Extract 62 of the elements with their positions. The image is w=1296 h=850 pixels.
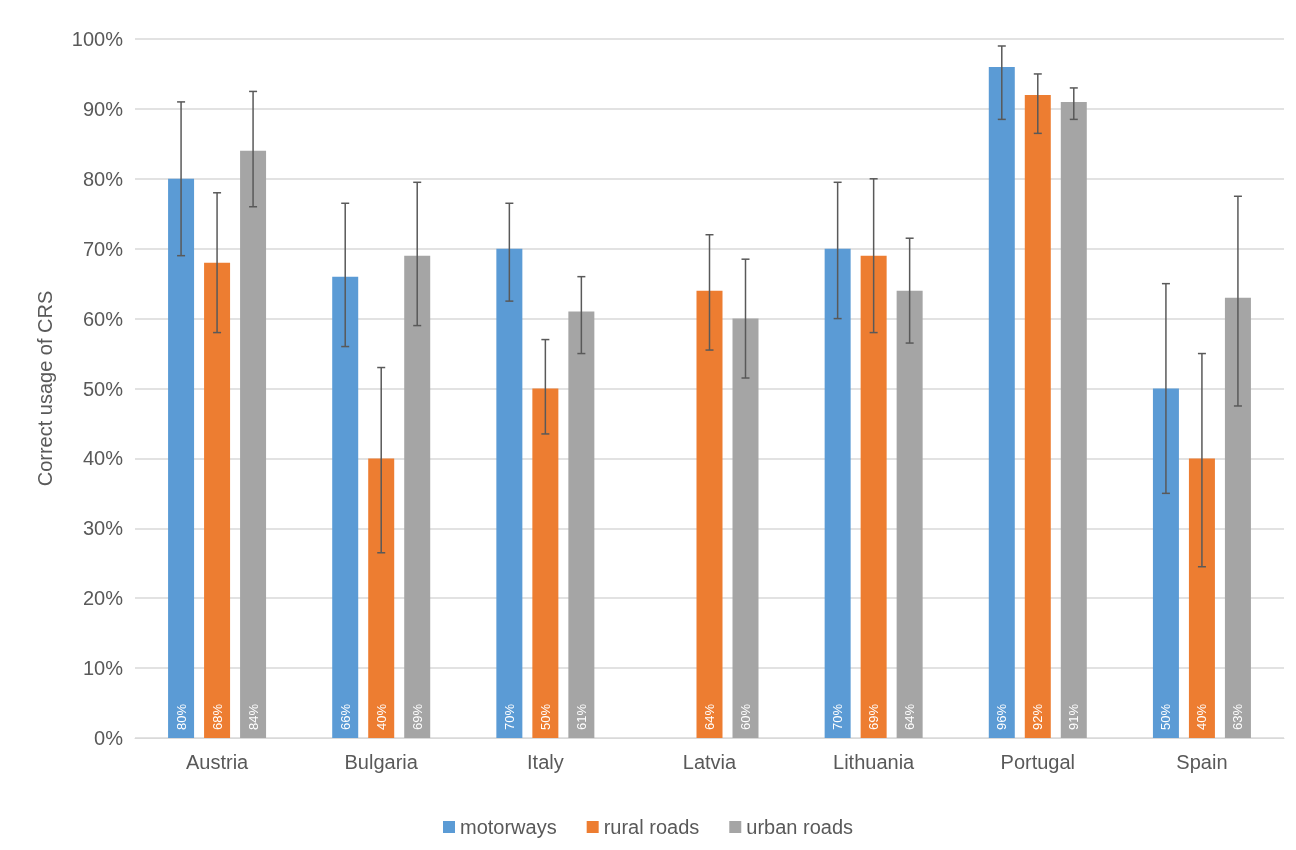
y-tick-label: 60% [82,307,124,330]
data-label: 91% [1066,703,1082,730]
bar [240,150,267,738]
y-tick-label: 100% [71,28,124,50]
bar [204,262,231,738]
data-label: 63% [1230,703,1246,730]
legend-label: urban roads [746,816,854,838]
data-label: 50% [537,703,553,730]
data-label: 84% [245,703,261,730]
data-label: 50% [1158,703,1174,730]
bar [860,255,887,738]
bar [824,248,851,738]
data-label: 64% [902,703,918,730]
y-tick-label: 90% [82,97,124,120]
y-tick-label: 0% [94,727,124,749]
bar [1188,458,1215,738]
bar [1060,101,1087,738]
bar [496,248,523,738]
x-tick-label: Italy [527,751,564,773]
x-tick-label: Latvia [682,751,738,773]
data-label: 40% [1194,703,1210,730]
data-label: 92% [1030,703,1046,730]
data-label: 69% [866,703,882,730]
bar [1152,388,1179,738]
y-tick-label: 70% [82,237,124,260]
y-tick-label: 50% [82,377,124,400]
bar [988,66,1015,738]
data-label: 61% [573,703,589,730]
bar [1224,297,1251,738]
bar [732,318,759,738]
x-tick-label: Bulgaria [344,751,419,773]
y-tick-label: 20% [82,587,124,610]
data-label: 66% [337,703,353,730]
x-tick-label: Lithuania [833,751,916,773]
bar [368,458,395,738]
y-axis-title: Correct usage of CRS [34,290,56,487]
bar [404,255,431,738]
bar [696,290,723,738]
legend-label: motorways [459,816,557,838]
data-label: 60% [738,703,753,730]
legend-label: rural roads [603,816,700,838]
x-tick-label: Austria [185,751,250,773]
data-label: 69% [409,703,425,730]
bar [332,276,359,738]
data-label: 80% [173,703,189,730]
y-tick-label: 80% [82,167,124,190]
data-label: 96% [994,703,1010,730]
y-tick-label: 40% [82,447,124,470]
bar [1024,94,1051,738]
bar [168,178,195,738]
y-tick-label: 10% [82,657,124,680]
data-label: 40% [373,703,389,730]
data-label: 68% [209,703,225,730]
y-tick-label: 30% [82,517,124,540]
bar [532,388,559,738]
data-label: 64% [702,703,717,730]
x-tick-label: Portugal [1000,751,1076,773]
x-tick-label: Spain [1176,751,1228,773]
bar [568,311,595,738]
bar [896,290,923,738]
data-label: 70% [830,703,846,730]
data-label: 70% [501,703,517,730]
